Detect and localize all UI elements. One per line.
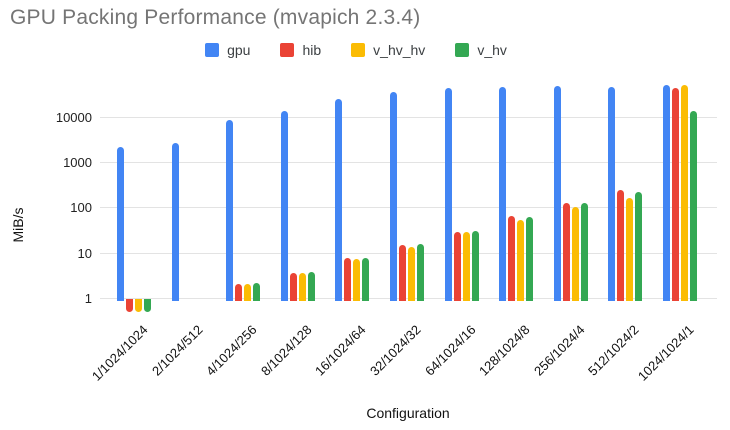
bar-hib-512-1024-2[interactable]	[617, 190, 625, 301]
bar-gpu-1-1024-1024[interactable]	[117, 146, 124, 301]
y-tick-label: 1000	[63, 155, 92, 171]
legend-label: v_hv_hv	[373, 42, 426, 58]
legend-swatch-v_hv_hv	[351, 43, 366, 57]
bar-v_hv_hv-16-1024-64[interactable]	[353, 258, 361, 301]
bar-v_hv_hv-64-1024-16[interactable]	[462, 232, 470, 301]
bar-gpu-4-1024-256[interactable]	[226, 119, 234, 301]
bar-v_hv-1024-1024-1[interactable]	[690, 110, 697, 301]
bar-v_hv_hv-1-1024-1024[interactable]	[135, 299, 142, 312]
legend-label: hib	[302, 42, 322, 58]
y-tick-label: 100	[70, 200, 92, 216]
legend: gpu hib v_hv_hv v_hv	[0, 42, 712, 58]
chart-title: GPU Packing Performance (mvapich 2.3.4)	[10, 6, 421, 29]
gridline	[100, 207, 717, 209]
y-tick-label: 1	[84, 291, 92, 306]
legend-item-hib: hib	[280, 42, 321, 58]
bar-hib-16-1024-64[interactable]	[344, 258, 352, 301]
bar-gpu-64-1024-16[interactable]	[444, 88, 452, 301]
bar-gpu-32-1024-32[interactable]	[390, 92, 397, 301]
bar-v_hv-4-1024-256[interactable]	[253, 283, 261, 301]
bar-hib-1-1024-1024[interactable]	[126, 299, 133, 312]
bar-hib-64-1024-16[interactable]	[453, 231, 461, 301]
bar-v_hv-512-1024-2[interactable]	[635, 191, 643, 301]
bar-v_hv-16-1024-64[interactable]	[362, 257, 370, 301]
legend-swatch-v_hv	[455, 43, 470, 57]
bar-v_hv-32-1024-32[interactable]	[417, 244, 424, 301]
legend-label: v_hv	[477, 42, 507, 58]
bar-hib-32-1024-32[interactable]	[399, 244, 406, 301]
bar-gpu-1024-1024-1[interactable]	[663, 85, 670, 301]
legend-item-gpu: gpu	[205, 42, 250, 58]
legend-item-v_hv: v_hv	[455, 42, 507, 58]
bar-v_hv-256-1024-4[interactable]	[580, 202, 588, 301]
legend-label: gpu	[227, 42, 251, 58]
bar-hib-4-1024-256[interactable]	[235, 284, 243, 301]
bar-v_hv-1-1024-1024[interactable]	[144, 299, 151, 312]
bar-v_hv_hv-8-1024-128[interactable]	[298, 273, 306, 301]
bar-v_hv_hv-4-1024-256[interactable]	[244, 284, 252, 301]
bar-gpu-16-1024-64[interactable]	[335, 99, 343, 301]
x-axis-title: Configuration	[366, 405, 450, 421]
bar-hib-128-1024-8[interactable]	[508, 216, 516, 301]
bar-gpu-512-1024-2[interactable]	[608, 86, 616, 301]
bar-v_hv_hv-32-1024-32[interactable]	[408, 246, 415, 301]
bar-v_hv-64-1024-16[interactable]	[471, 231, 479, 301]
legend-item-v_hv_hv: v_hv_hv	[351, 42, 425, 58]
gridline	[100, 162, 717, 164]
legend-swatch-gpu	[205, 43, 220, 57]
y-axis-title: MiB/s	[10, 207, 26, 243]
bar-v_hv_hv-512-1024-2[interactable]	[626, 197, 634, 301]
bar-hib-8-1024-128[interactable]	[289, 272, 297, 301]
bar-v_hv_hv-256-1024-4[interactable]	[571, 206, 579, 301]
gridline	[100, 116, 717, 118]
bar-v_hv_hv-1024-1024-1[interactable]	[681, 85, 688, 301]
bar-gpu-256-1024-4[interactable]	[553, 86, 561, 301]
bar-gpu-2-1024-512[interactable]	[171, 142, 179, 301]
y-tick-label: 10000	[55, 109, 92, 125]
bar-v_hv-128-1024-8[interactable]	[526, 216, 534, 301]
bar-v_hv_hv-128-1024-8[interactable]	[517, 220, 525, 301]
bar-gpu-128-1024-8[interactable]	[499, 86, 507, 301]
bar-v_hv-8-1024-128[interactable]	[307, 272, 315, 301]
y-tick-label: 10	[77, 245, 92, 261]
bar-gpu-8-1024-128[interactable]	[280, 111, 288, 301]
bar-hib-256-1024-4[interactable]	[562, 203, 570, 301]
legend-swatch-hib	[280, 43, 295, 57]
bar-hib-1024-1024-1[interactable]	[672, 87, 679, 301]
